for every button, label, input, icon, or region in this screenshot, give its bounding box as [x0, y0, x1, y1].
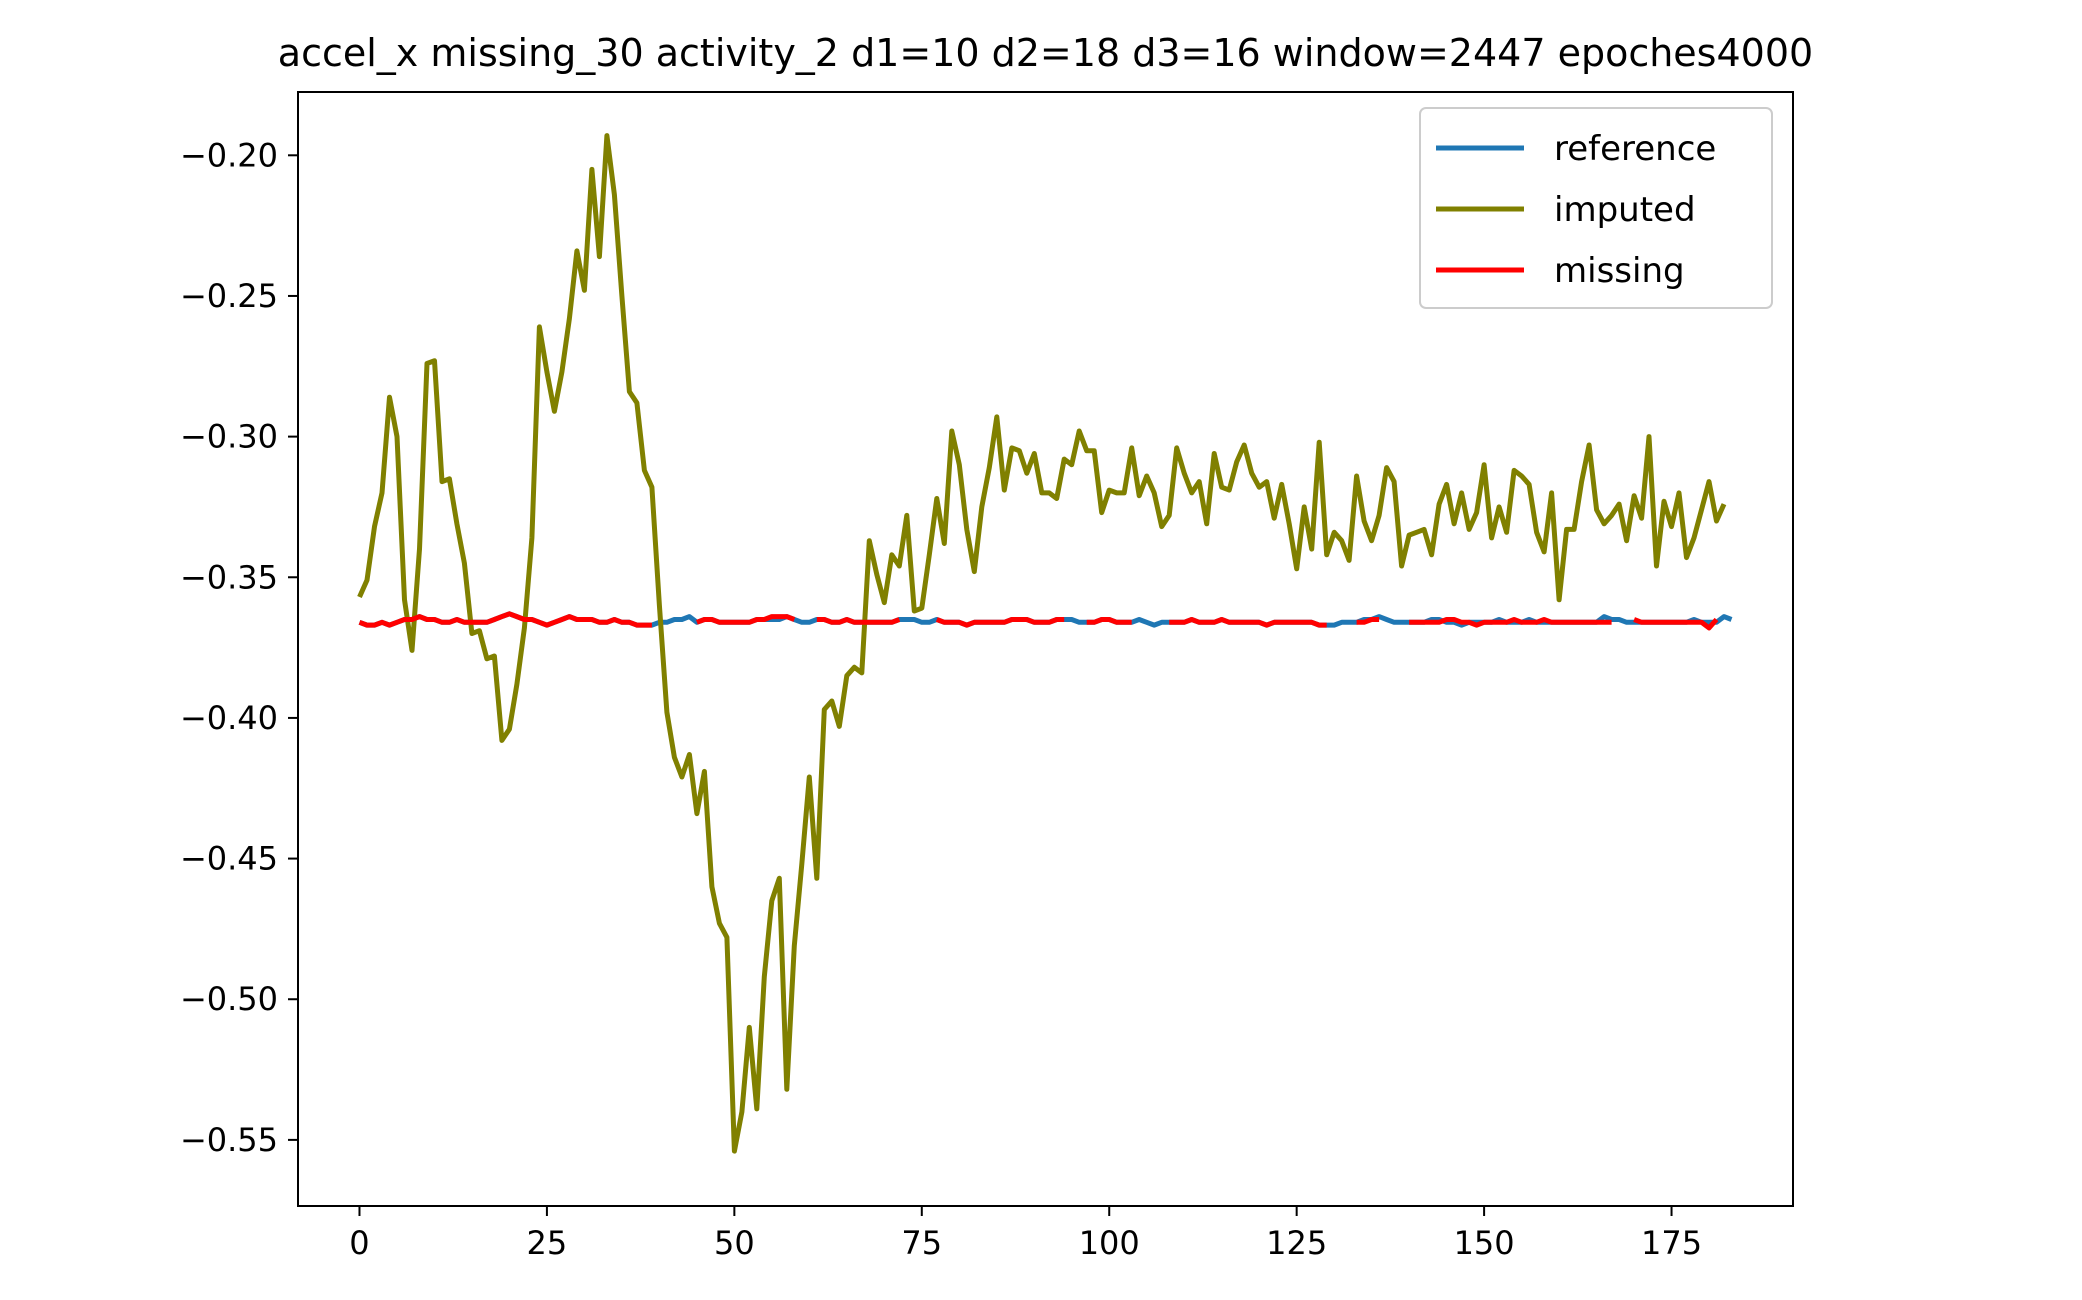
y-tick-label: −0.25: [180, 277, 278, 315]
series-line-missing: [1356, 617, 1380, 625]
series-line-missing: [816, 617, 901, 625]
x-tick-label: 25: [527, 1224, 568, 1262]
series-line-missing: [935, 617, 1065, 628]
legend-box: [1419, 107, 1773, 309]
y-tick-label: −0.20: [180, 136, 278, 174]
x-tick-label: 175: [1641, 1224, 1702, 1262]
y-tick-label: −0.40: [180, 699, 278, 737]
series-line-missing: [358, 611, 652, 628]
series-imputed: [357, 133, 1727, 1154]
x-tick-label: 0: [349, 1224, 369, 1262]
x-tick-label: 75: [901, 1224, 942, 1262]
legend: reference imputed missing: [1419, 107, 1773, 309]
series-missing: [358, 611, 1719, 631]
series-line-missing: [696, 614, 796, 625]
y-tick-label: −0.35: [180, 558, 278, 596]
ticks-layer: 0 25 50 75 100 125 150 175 −0.20 −0.25 −0.30 −0.35 −…: [180, 136, 1702, 1262]
series-line-missing: [1169, 617, 1327, 628]
legend-label-imputed: imputed: [1554, 190, 1696, 230]
x-tick-label: 125: [1266, 1224, 1327, 1262]
x-tick-label: 50: [714, 1224, 755, 1262]
y-tick-label: −0.55: [180, 1121, 278, 1159]
series-line-imputed: [357, 133, 1727, 1154]
x-tick-label: 100: [1079, 1224, 1140, 1262]
y-tick-label: −0.45: [180, 840, 278, 878]
legend-label-reference: reference: [1554, 129, 1716, 169]
series-line-missing: [1409, 617, 1612, 628]
y-tick-label: −0.50: [180, 980, 278, 1018]
chart-title: accel_x missing_30 activity_2 d1=10 d2=1…: [278, 31, 1813, 75]
series-line-missing: [1086, 617, 1132, 625]
axes-frame: [297, 91, 1794, 1207]
y-tick-label: −0.30: [180, 418, 278, 456]
legend-label-missing: missing: [1554, 251, 1685, 291]
series-line-missing: [1633, 617, 1719, 631]
x-tick-label: 150: [1454, 1224, 1515, 1262]
series-layer: [357, 133, 1733, 1154]
